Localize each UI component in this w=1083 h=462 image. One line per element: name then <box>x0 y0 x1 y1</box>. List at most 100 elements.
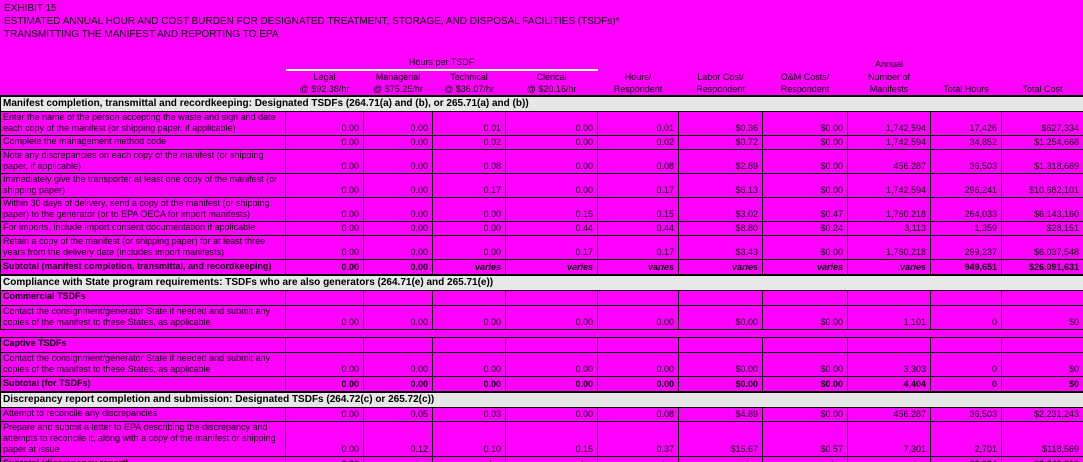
cell-legal-hours: 0.00 <box>285 407 364 422</box>
cell-hours-per-respondent: 0.44 <box>597 221 680 236</box>
cell-hours-per-respondent: 0.08 <box>597 149 680 174</box>
row-label: Enter the name of the person accepting t… <box>0 111 286 136</box>
cell-annual-number-of-manifests: 4,404 <box>847 376 932 393</box>
cell-total-hours: 36,503 <box>930 407 1003 422</box>
col-header-technical: Technical <box>450 72 488 82</box>
section-header-row: Manifest completion, transmittal and rec… <box>0 95 1083 112</box>
table-row: Retain a copy of the manifest (or shippi… <box>0 235 1083 260</box>
cell-total-cost: $10,682,101 <box>1001 173 1083 198</box>
col-header-labor-cost-line2: Respondent <box>696 84 745 94</box>
cell-om-cost-per-respondent: $0.00 <box>762 173 849 198</box>
cell-managerial-hours: 0.12 <box>363 421 433 457</box>
header-empty-cell <box>679 56 763 70</box>
cell-legal-hours: 0.00 <box>285 421 364 457</box>
header-empty-cell <box>1 56 286 70</box>
cell-hours-per-respondent: varies <box>597 456 680 462</box>
row-label: Contact the consignment/generator State … <box>0 352 286 377</box>
cell-labor-cost-per-respondent: $0.00 <box>678 305 764 330</box>
cell-total-cost: $1,254,668 <box>1001 135 1083 150</box>
cell-clerical-hours: 0.00 <box>504 149 599 174</box>
cell-annual-number-of-manifests: 456,287 <box>847 149 932 174</box>
cell-legal-hours: 0.00 <box>285 149 364 174</box>
cell-labor-cost-per-respondent: $3.43 <box>678 235 764 260</box>
cell-annual-number-of-manifests: 1,742,594 <box>847 111 932 136</box>
hours-per-tsdf-group-header: Hours per TSDF <box>285 56 598 71</box>
cell-total-hours: 17,426 <box>930 111 1003 136</box>
exhibit-title: ESTIMATED ANNUAL HOUR AND COST BURDEN FO… <box>4 16 620 27</box>
cell-legal-hours <box>285 290 364 306</box>
header-empty-cell <box>931 70 1002 83</box>
rate-legal: @ $92.38/hr <box>299 84 350 94</box>
col-header-labor-cost-line1: Labor Cost/ <box>697 72 744 82</box>
rate-managerial: @ $75.25/hr <box>373 84 423 94</box>
title-block: EXHIBIT 15 ESTIMATED ANNUAL HOUR AND COS… <box>0 0 1083 41</box>
cell-legal-hours: 0.00 <box>285 197 364 222</box>
cell-technical-hours: 0.00 <box>432 221 506 236</box>
spacer-row <box>0 329 1083 338</box>
rate-technical: @ $36.07/hr <box>444 84 494 94</box>
cell-legal-hours: 0.00 <box>285 111 364 136</box>
col-header-om-cost-line1: O&M Costs/ <box>780 72 830 82</box>
cell-hours-per-respondent: 0.15 <box>597 197 680 222</box>
cell-annual-number-of-manifests: 1,101 <box>847 305 932 330</box>
table-row: For imports, include import consent docu… <box>0 221 1083 236</box>
cell-total-cost: $6,143,160 <box>1001 197 1083 222</box>
cell-total-hours: 299,237 <box>930 235 1003 260</box>
cell-managerial-hours: 0.00 <box>363 173 433 198</box>
cell-clerical-hours <box>504 337 599 353</box>
cell-legal-hours: 0.00 <box>285 456 364 462</box>
cell-managerial-hours: 0.00 <box>363 305 433 330</box>
col-header-hours-resp-line1: Hours/ <box>624 72 652 82</box>
cell-om-cost-per-respondent: $0.00 <box>762 135 849 150</box>
table-body: Manifest completion, transmittal and rec… <box>0 95 1083 462</box>
table-row: Within 30 days of delivery, send a copy … <box>0 197 1083 222</box>
cell-technical-hours: 0.00 <box>432 235 506 260</box>
rate-clerical: @ $20.16/hr <box>526 84 577 94</box>
cell-clerical-hours: 0.00 <box>504 376 599 393</box>
exhibit-table: Hours per TSDF Annual Legal Managerial T… <box>0 56 1083 462</box>
cell-hours-per-respondent: 0.17 <box>597 235 680 260</box>
header-group-row: Hours per TSDF Annual <box>1 56 1083 71</box>
cell-hours-per-respondent <box>597 337 680 353</box>
table-row: Immediately give the transporter at leas… <box>0 173 1083 198</box>
row-label: Subtotal (manifest completion, transmitt… <box>0 259 286 276</box>
table-row: Contact the consignment/generator State … <box>0 305 1083 330</box>
row-label: Note any discrepancies on each copy of t… <box>0 149 286 174</box>
cell-hours-per-respondent: varies <box>597 259 680 276</box>
cell-om-cost-per-respondent: $0.57 <box>762 421 849 457</box>
cell-managerial-hours: 0.00 <box>363 376 433 393</box>
cell-om-cost-per-respondent: $0.00 <box>762 235 849 260</box>
header-empty-cell <box>1002 70 1083 83</box>
header-empty-cell <box>763 56 848 70</box>
cell-total-hours: 39,204 <box>930 456 1003 462</box>
cell-om-cost-per-respondent <box>762 290 849 306</box>
cell-total-cost: $627,334 <box>1001 111 1083 136</box>
cell-total-cost: $0 <box>1001 376 1083 393</box>
cell-hours-per-respondent: 0.00 <box>597 305 680 330</box>
cell-labor-cost-per-respondent: $2.89 <box>678 149 764 174</box>
cell-om-cost-per-respondent: $0.00 <box>762 149 849 174</box>
cell-clerical-hours: 0.00 <box>504 352 599 377</box>
cell-managerial-hours: 0.00 <box>363 135 433 150</box>
cell-clerical-hours: 0.00 <box>504 173 599 198</box>
col-header-manifests-line2: Number of <box>868 72 911 82</box>
cell-total-hours: 0 <box>930 376 1003 393</box>
cell-om-cost-per-respondent: varies <box>762 456 849 462</box>
cell-legal-hours: 0.00 <box>285 135 364 150</box>
cell-total-cost <box>1001 290 1083 306</box>
cell-annual-number-of-manifests <box>847 290 932 306</box>
row-label: Retain a copy of the manifest (or shippi… <box>0 235 286 260</box>
cell-clerical-hours: 0.44 <box>504 221 599 236</box>
cell-legal-hours <box>285 337 364 353</box>
cell-clerical-hours: 0.15 <box>504 421 599 457</box>
cell-clerical-hours: 0.00 <box>504 111 599 136</box>
cell-total-cost: $0 <box>1001 305 1083 330</box>
cell-labor-cost-per-respondent: $0.72 <box>678 135 764 150</box>
header-rate-row: @ $92.38/hr @ $75.25/hr @ $36.07/hr @ $2… <box>1 83 1083 96</box>
cell-labor-cost-per-respondent: $3.02 <box>678 197 764 222</box>
section-header: Manifest completion, transmittal and rec… <box>0 95 1083 112</box>
cell-technical-hours: 0.01 <box>432 111 506 136</box>
cell-technical-hours: varies <box>432 456 506 462</box>
cell-total-cost: $28,151 <box>1001 221 1083 236</box>
cell-technical-hours: 0.10 <box>432 421 506 457</box>
